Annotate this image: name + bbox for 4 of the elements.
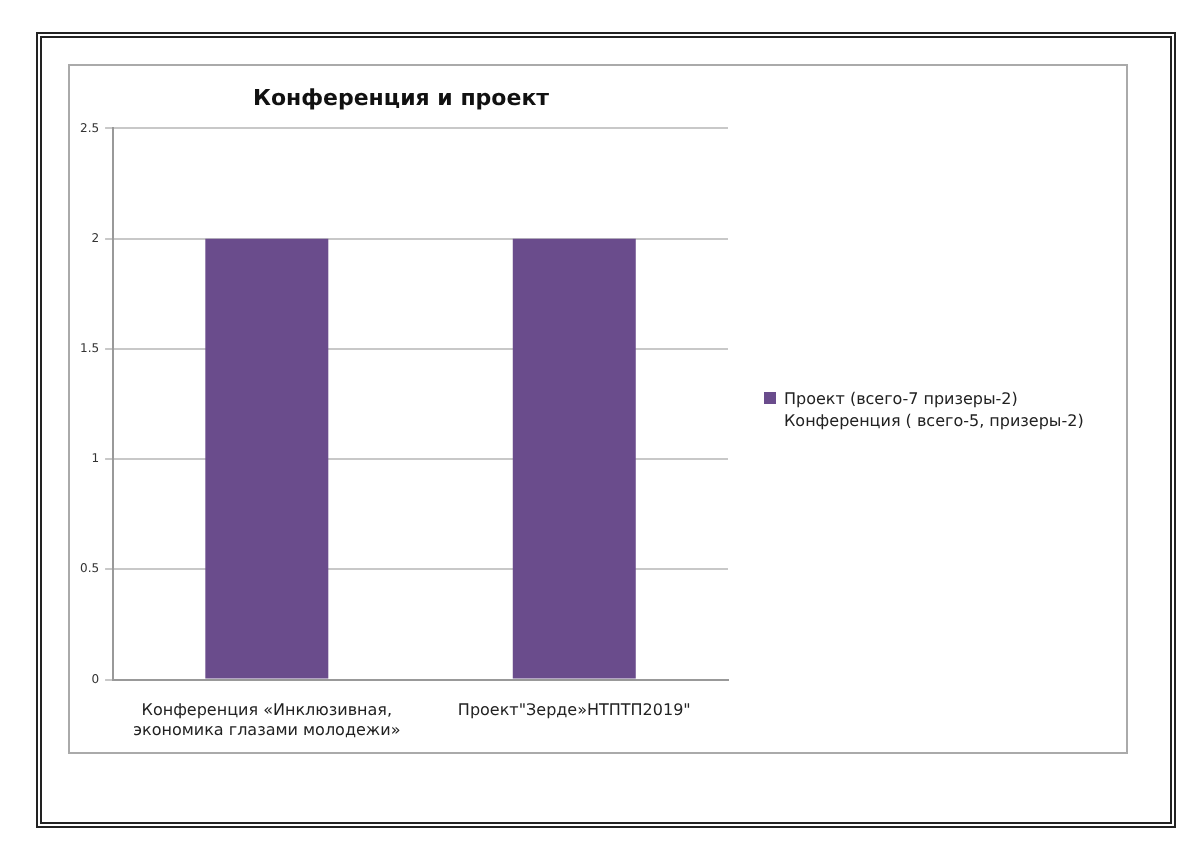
legend-label: Проект (всего-7 призеры-2) Конференция ( всего-5, призеры-2) — [784, 387, 1086, 431]
chart-title: Конференция и проект — [252, 83, 551, 110]
x-tick-label: Проект"Зерде»НТПТП2019" — [457, 700, 691, 719]
x-tick-label: Конференция «Инклюзивная, экономика глазами молодежи» — [133, 700, 401, 738]
